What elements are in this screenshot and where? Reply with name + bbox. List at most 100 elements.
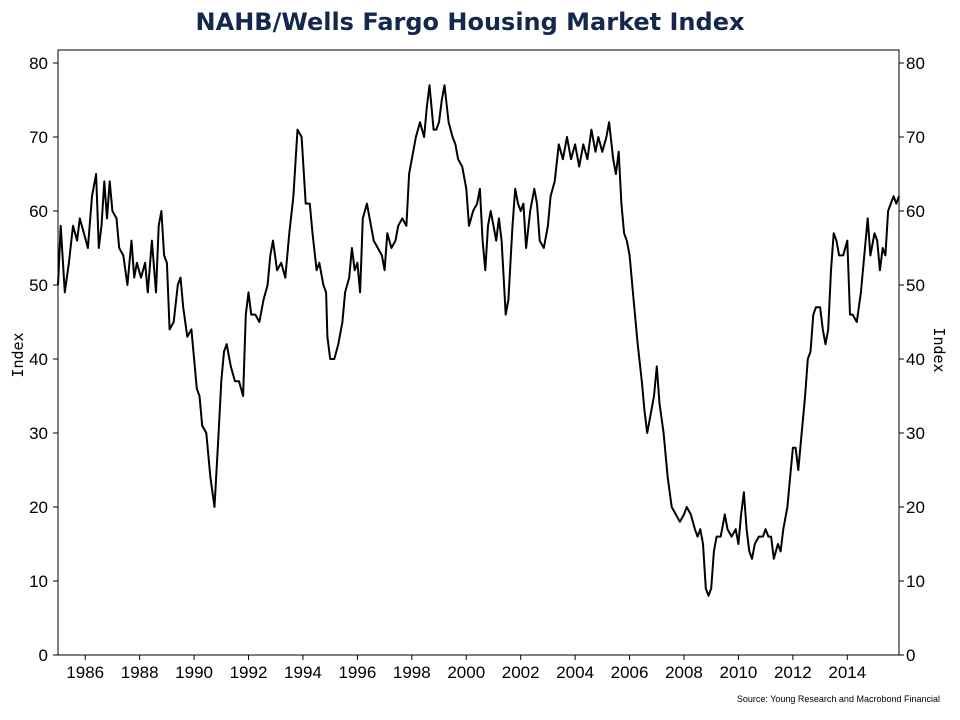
data-point (351, 247, 353, 249)
data-point (758, 536, 760, 538)
data-point (415, 136, 417, 138)
data-point (667, 476, 669, 478)
data-point (809, 351, 812, 353)
data-point (633, 299, 635, 301)
data-point (179, 277, 182, 279)
y-tick-label-right: 30 (906, 424, 925, 443)
data-point (699, 528, 701, 530)
data-point (656, 365, 658, 367)
data-point (280, 262, 282, 264)
data-point (106, 217, 108, 219)
data-point (394, 240, 397, 242)
data-point (608, 121, 610, 123)
data-point (710, 587, 712, 590)
x-tick-label: 1998 (393, 663, 431, 682)
data-point (713, 550, 715, 553)
data-point (815, 306, 817, 308)
data-point (276, 269, 278, 271)
data-point (574, 143, 576, 145)
data-point (597, 136, 599, 138)
data-point (254, 314, 256, 316)
data-point (401, 217, 403, 219)
plot-frame (57, 49, 900, 656)
data-point (60, 225, 62, 227)
data-point (773, 558, 775, 560)
data-point (72, 225, 74, 227)
data-point (155, 291, 157, 293)
data-point (122, 254, 124, 256)
data-point (605, 136, 608, 138)
data-point (884, 254, 887, 256)
data-point (533, 188, 535, 190)
data-point (705, 587, 707, 590)
data-point (833, 232, 835, 234)
data-point (461, 166, 463, 168)
data-point (408, 173, 410, 175)
data-point (476, 203, 478, 205)
data-point (492, 225, 495, 227)
data-point (601, 151, 603, 153)
data-point (205, 432, 207, 434)
data-point (381, 254, 383, 256)
data-point (731, 536, 733, 538)
data-point (697, 536, 699, 538)
data-point (292, 195, 294, 197)
data-point (724, 513, 726, 516)
data-point (578, 166, 580, 168)
data-point (209, 476, 211, 478)
data-point (643, 410, 646, 412)
data-point (160, 210, 162, 212)
data-point (663, 432, 665, 434)
data-point (151, 240, 153, 242)
data-point (115, 217, 118, 219)
data-point (529, 210, 531, 212)
data-point (495, 240, 497, 242)
data-point (830, 269, 832, 271)
data-point (517, 203, 519, 205)
x-tick-label: 2004 (556, 663, 594, 682)
data-point (525, 247, 527, 249)
data-point (590, 129, 593, 131)
data-point (269, 254, 271, 256)
data-point (694, 528, 696, 530)
data-point (419, 121, 421, 123)
x-tick-label: 1992 (230, 663, 268, 682)
data-point (637, 343, 639, 345)
data-point (190, 328, 192, 330)
data-point (702, 543, 704, 545)
y-tick-label-left: 70 (29, 128, 48, 147)
data-point (428, 84, 431, 86)
data-point (683, 513, 685, 516)
data-point (64, 291, 66, 293)
data-point (615, 173, 617, 175)
data-point (511, 225, 514, 227)
data-point (433, 129, 435, 131)
data-point (201, 425, 203, 427)
chart-title: NAHB/Wells Fargo Housing Market Index (195, 8, 745, 36)
data-point (247, 291, 250, 293)
data-point (812, 314, 814, 316)
x-tick-label: 1996 (338, 663, 376, 682)
data-point (780, 550, 782, 553)
data-point (795, 447, 797, 449)
data-point (111, 210, 113, 212)
data-point (136, 262, 138, 264)
data-point (789, 476, 791, 478)
y-axis-title-left: Index (9, 332, 27, 377)
data-point (641, 380, 643, 382)
data-point (79, 217, 81, 219)
data-point (356, 262, 358, 264)
data-point (558, 143, 560, 145)
data-point (272, 240, 274, 242)
data-point (740, 513, 742, 516)
data-point (288, 232, 290, 234)
data-point (792, 447, 794, 449)
data-point (863, 262, 865, 264)
data-point (68, 262, 70, 264)
right-y-axis: 0 10 20 30 40 50 60 70 80 (899, 54, 925, 665)
y-tick-label-left: 0 (39, 646, 48, 665)
data-point (487, 225, 489, 227)
data-point (887, 210, 889, 212)
data-point (318, 262, 320, 264)
x-tick-label: 2010 (720, 663, 758, 682)
